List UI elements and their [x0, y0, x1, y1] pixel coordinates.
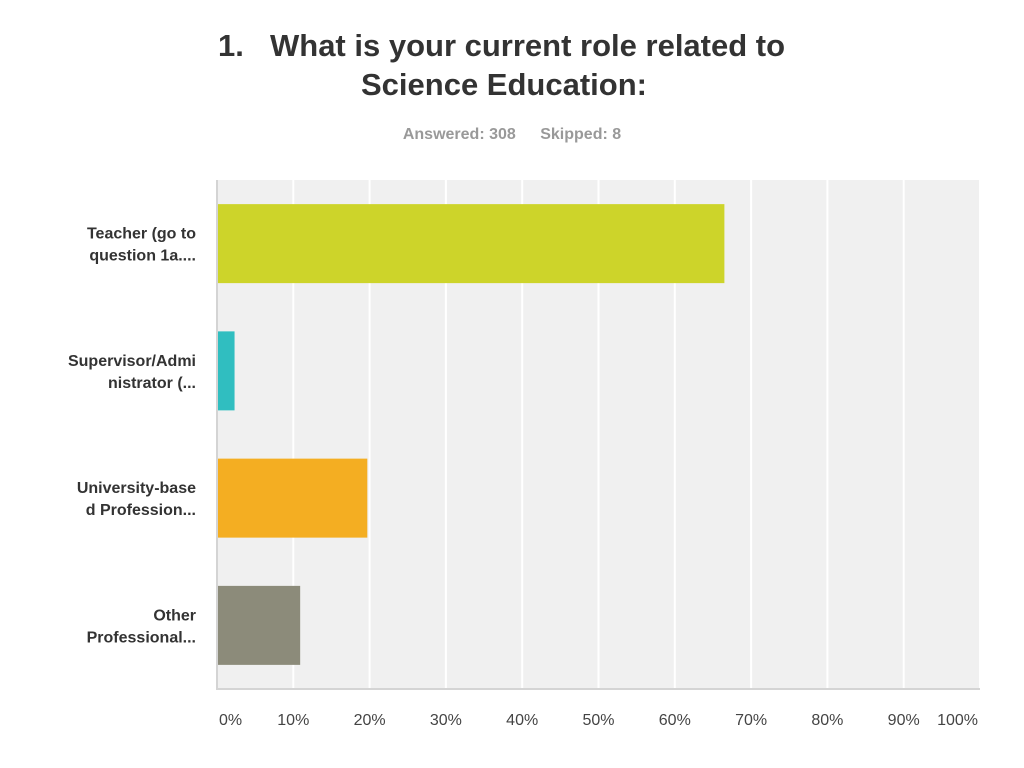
x-tick-label-7: 70%: [735, 712, 767, 729]
bar-3: [218, 585, 301, 665]
category-label-3-line-0: Other: [153, 607, 196, 624]
x-tick-label-10: 100%: [937, 712, 978, 729]
category-label-2-line-1: d Profession...: [86, 502, 196, 519]
category-label-3-line-1: Professional...: [87, 629, 196, 646]
category-label-0-line-0: Teacher (go to: [87, 226, 196, 243]
x-tick-label-9: 90%: [888, 712, 920, 729]
bar-1: [218, 331, 235, 411]
x-tick-label-2: 20%: [354, 712, 386, 729]
response-stats: Answered: 308 Skipped: 8: [0, 126, 1024, 144]
x-tick-label-4: 40%: [506, 712, 538, 729]
x-tick-label-8: 80%: [811, 712, 843, 729]
skipped-count: Skipped: 8: [540, 126, 622, 143]
category-label-0-line-1: question 1a....: [89, 248, 196, 265]
answered-count: Answered: 308: [402, 126, 516, 143]
category-label-2-line-0: University-base: [77, 480, 196, 497]
question-text-line-1: What is your current role related to: [270, 28, 786, 63]
x-tick-label-1: 10%: [277, 712, 309, 729]
chart-title-line-2: Science Education:: [361, 67, 647, 102]
x-tick-label-3: 30%: [430, 712, 462, 729]
category-label-1-line-1: nistrator (...: [108, 375, 196, 392]
x-tick-label-0: 0%: [219, 712, 242, 729]
bar-0: [218, 204, 725, 284]
question-number: 1.: [218, 28, 244, 63]
chart-title-line-1: 1. What is your current role related to: [218, 26, 785, 65]
x-tick-label-5: 50%: [582, 712, 614, 729]
x-tick-label-6: 60%: [659, 712, 691, 729]
category-label-1-line-0: Supervisor/Admi: [68, 353, 196, 370]
bar-2: [218, 458, 368, 538]
